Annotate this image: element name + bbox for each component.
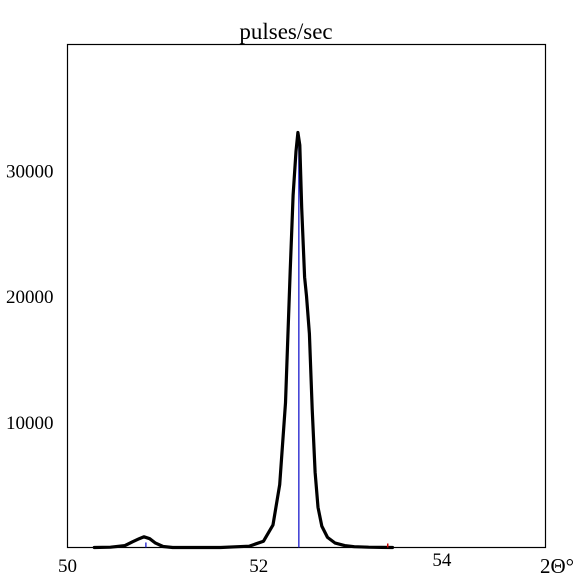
y-tick-label: 20000 xyxy=(6,287,54,308)
x-axis-label: 2Θ° xyxy=(540,554,574,577)
reference-lines xyxy=(145,135,300,548)
x-tick-label: 50 xyxy=(58,556,77,577)
chart-title: pulses/sec xyxy=(239,19,332,44)
data-series xyxy=(92,130,395,550)
axis-ticks: 50 52 54 10000 20000 30000 xyxy=(6,161,452,577)
plot-frame xyxy=(66,43,547,549)
x-tick-label: 54 xyxy=(432,550,452,571)
series-line xyxy=(92,130,395,550)
y-tick-label: 10000 xyxy=(6,413,54,434)
x-tick-label: 52 xyxy=(249,556,268,577)
y-tick-label: 30000 xyxy=(6,161,54,182)
